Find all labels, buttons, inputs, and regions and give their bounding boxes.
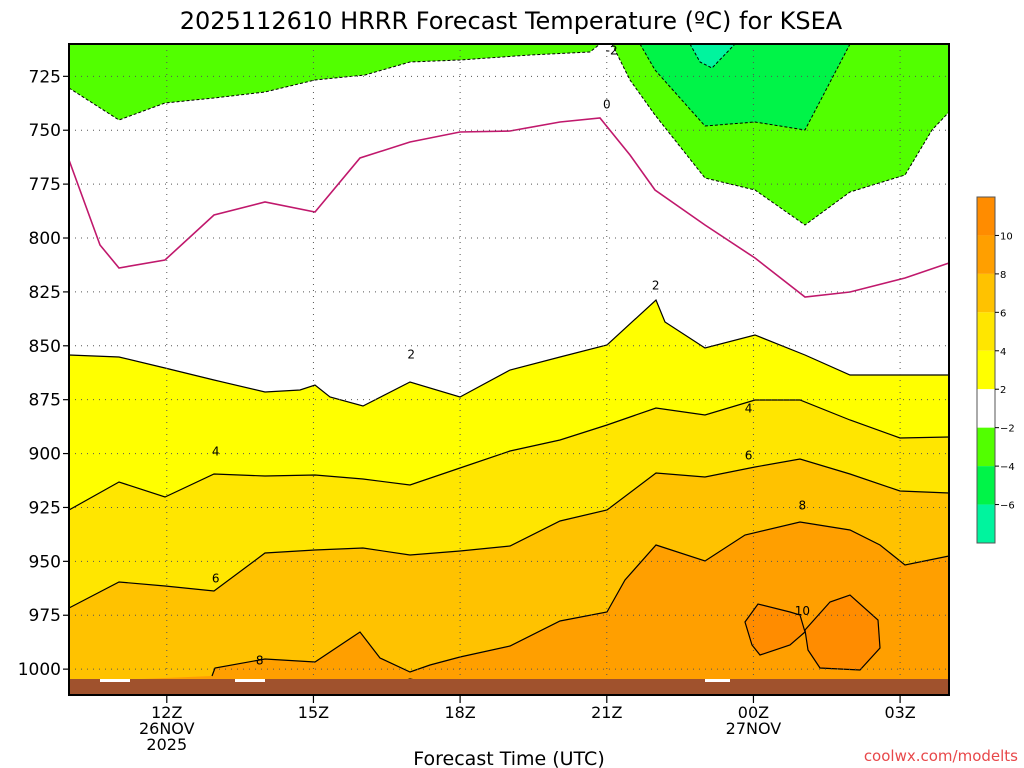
contour-8 [211, 521, 950, 677]
y-tick-label: 775 [29, 175, 61, 195]
y-tick-label: 875 [29, 391, 61, 411]
contour-label: 4 [212, 444, 220, 458]
y-tick-label: 850 [29, 337, 61, 357]
contour-label: 10 [795, 604, 810, 618]
colorbar-segment [977, 389, 995, 428]
colorbar-label: 8 [1000, 270, 1006, 281]
colorbar-label: −4 [1000, 462, 1015, 473]
contour-label: 2 [652, 278, 660, 292]
y-tick-label: 800 [29, 229, 61, 249]
contour-label: 4 [745, 401, 753, 415]
fill-band-10-12-b [805, 595, 880, 670]
x-tick-sublabel: 26NOV [139, 719, 195, 738]
contour-label: -2 [606, 43, 618, 57]
contour-minus4 [639, 43, 851, 131]
x-tick-label: 03Z [884, 703, 915, 722]
colorbar-segment [977, 273, 995, 313]
x-tick-label: 12Z [151, 703, 182, 722]
x-tick-label: 00Z [738, 703, 769, 722]
colorbar-label: 6 [1000, 308, 1006, 319]
y-tick-label: 750 [29, 121, 61, 141]
contour-minus2-right [611, 43, 950, 226]
fill-band-minus6-minus8 [690, 44, 735, 68]
contour-4 [68, 399, 950, 511]
x-tick-sublabel: 27NOV [726, 719, 782, 738]
colorbar-frame [976, 196, 996, 544]
colorbar-segment [977, 235, 995, 274]
contour-label: 8 [256, 654, 264, 668]
colorbar-label: −6 [1000, 501, 1015, 512]
colorbar: 10 8 6 4 2 −2 −4 −6 [976, 196, 1015, 544]
y-tick-label: 900 [29, 445, 61, 465]
contour-label: 6 [212, 572, 220, 586]
grid [69, 44, 949, 695]
contour-label: 0 [603, 97, 611, 111]
plot-frame [68, 43, 950, 696]
x-tick-sublabel: 2025 [146, 735, 187, 754]
colorbar-segment [977, 504, 995, 543]
contour-label: 8 [799, 498, 807, 512]
y-tick-label: 1000 [18, 660, 61, 680]
y-axis: 725 750 775 800 825 850 875 900 925 950 975 1000 [18, 67, 69, 680]
surface-terrain [69, 679, 949, 695]
contour-10-b [804, 594, 881, 671]
contour-label: 6 [745, 449, 753, 463]
y-tick-label: 950 [29, 552, 61, 572]
y-tick-label: 925 [29, 498, 61, 518]
surface-gap-mid [235, 679, 265, 682]
contour-minus6 [689, 43, 736, 69]
colorbar-segment [977, 350, 995, 390]
x-tick-label: 21Z [591, 703, 622, 722]
y-tick-label: 725 [29, 67, 61, 87]
contour-6 [68, 458, 950, 609]
contour-label: 2 [407, 347, 415, 361]
fill-band-minus2-minus4-left [69, 44, 600, 120]
colorbar-label: 10 [1000, 231, 1013, 242]
y-tick-label: 825 [29, 283, 61, 303]
colorbar-segment [977, 197, 995, 236]
colorbar-label: 2 [1000, 385, 1006, 396]
surface-gap-left [100, 679, 130, 682]
chart-title: 2025112610 HRRR Forecast Temperature (ºC… [180, 7, 843, 35]
fill-band-10-12-a [745, 604, 805, 655]
contour-0-freezing-line [68, 117, 950, 298]
fill-band-minus4-minus6 [640, 44, 850, 130]
colorbar-segment [977, 466, 995, 505]
x-axis-label: Forecast Time (UTC) [413, 748, 604, 768]
contour-labels: -2 0 2 2 4 4 6 6 8 8 10 [212, 43, 810, 667]
contour-2 [68, 298, 949, 407]
fill-band-8-10 [69, 522, 949, 695]
contour-minus2-left [68, 43, 601, 121]
credit-text: coolwx.com/modelts [864, 747, 1018, 765]
colorbar-segment [977, 427, 995, 467]
x-tick-label: 15Z [298, 703, 329, 722]
surface-gap-right [705, 679, 730, 682]
x-tick-label: 18Z [444, 703, 475, 722]
contour-lines-negative [68, 43, 950, 226]
colorbar-segment [977, 312, 995, 351]
colorbar-label: 4 [1000, 347, 1006, 358]
y-tick-label: 975 [29, 606, 61, 626]
colorbar-label: −2 [1000, 424, 1015, 435]
plot-area: -2 0 2 2 4 4 6 6 8 8 10 [68, 43, 950, 696]
